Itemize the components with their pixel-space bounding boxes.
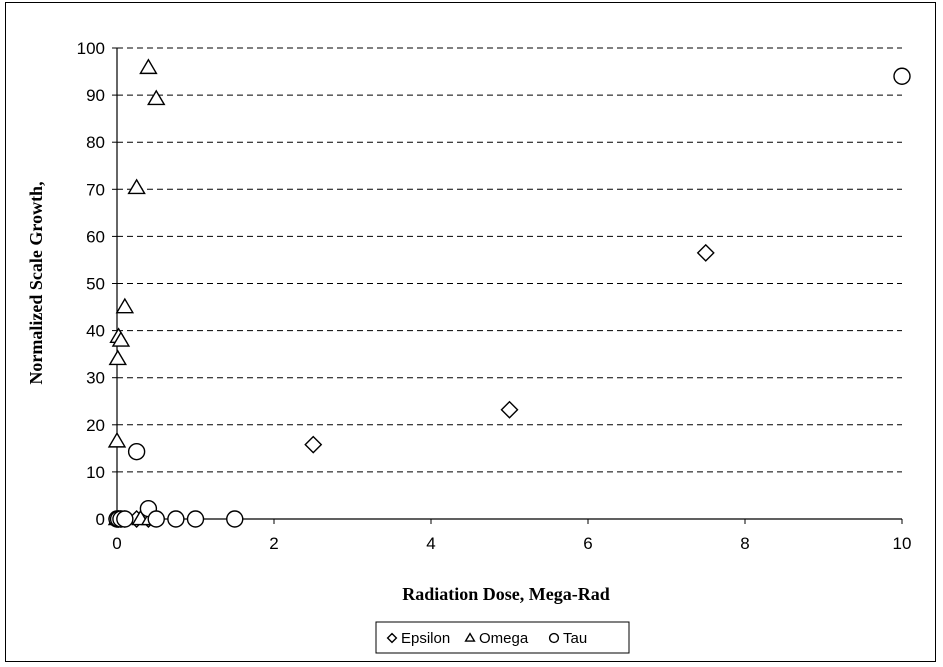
omega-point-6 bbox=[127, 178, 146, 195]
legend-label-tau: Tau bbox=[563, 630, 587, 647]
y-tick-label-50: 50 bbox=[86, 275, 105, 294]
legend-label-omega: Omega bbox=[479, 630, 529, 647]
y-tick-label-0: 0 bbox=[96, 510, 105, 529]
y-tick-label-20: 20 bbox=[86, 416, 105, 435]
chart-frame bbox=[5, 2, 936, 662]
data-points bbox=[107, 58, 911, 528]
tau-point-7 bbox=[167, 510, 185, 528]
gridlines bbox=[117, 47, 902, 473]
epsilon-point-8 bbox=[696, 243, 715, 262]
omega-point-5 bbox=[115, 297, 135, 314]
omega-point-8 bbox=[147, 89, 166, 106]
x-tick-label-2: 2 bbox=[269, 534, 278, 553]
x-tick-label-4: 4 bbox=[426, 534, 435, 553]
x-tick-label-0: 0 bbox=[112, 534, 121, 553]
omega-point-2 bbox=[108, 349, 128, 366]
x-axis-label: Radiation Dose, Mega-Rad bbox=[402, 584, 610, 604]
tick-labels: 0 10 20 30 40 50 60 70 80 90 100 0 2 4 6 8 10 bbox=[77, 39, 912, 553]
y-tick-label-60: 60 bbox=[86, 227, 105, 246]
epsilon-point-7 bbox=[500, 400, 519, 419]
epsilon-point-6 bbox=[304, 435, 323, 454]
tau-point-4 bbox=[127, 442, 146, 461]
x-tick-label-6: 6 bbox=[583, 534, 592, 553]
x-tick-label-8: 8 bbox=[740, 534, 749, 553]
tau-point-3 bbox=[116, 510, 134, 528]
y-tick-label-80: 80 bbox=[86, 133, 105, 152]
omega-point-1 bbox=[107, 431, 127, 448]
y-tick-label-10: 10 bbox=[86, 463, 105, 482]
omega-point-4 bbox=[111, 331, 131, 347]
omega-point-7 bbox=[139, 58, 158, 75]
y-tick-label-90: 90 bbox=[86, 86, 105, 105]
y-tick-label-30: 30 bbox=[86, 369, 105, 388]
y-axis-label: Normalized Scale Growth, bbox=[26, 181, 46, 384]
legend-label-epsilon: Epsilon bbox=[401, 630, 450, 647]
tau-point-8 bbox=[186, 510, 205, 528]
y-tick-label-70: 70 bbox=[86, 180, 105, 199]
legend-box bbox=[375, 621, 630, 654]
legend-marker-epsilon bbox=[386, 632, 398, 644]
legend: Epsilon Omega Tau bbox=[375, 621, 630, 654]
legend-marker-tau bbox=[548, 632, 560, 644]
axes bbox=[112, 47, 903, 524]
tau-point-6 bbox=[147, 510, 165, 528]
tau-point-10 bbox=[893, 67, 911, 85]
y-tick-label-100: 100 bbox=[77, 39, 105, 58]
y-tick-label-40: 40 bbox=[86, 322, 105, 341]
legend-marker-omega bbox=[464, 632, 476, 642]
x-tick-label-10: 10 bbox=[893, 534, 912, 553]
tau-point-9 bbox=[226, 510, 244, 528]
